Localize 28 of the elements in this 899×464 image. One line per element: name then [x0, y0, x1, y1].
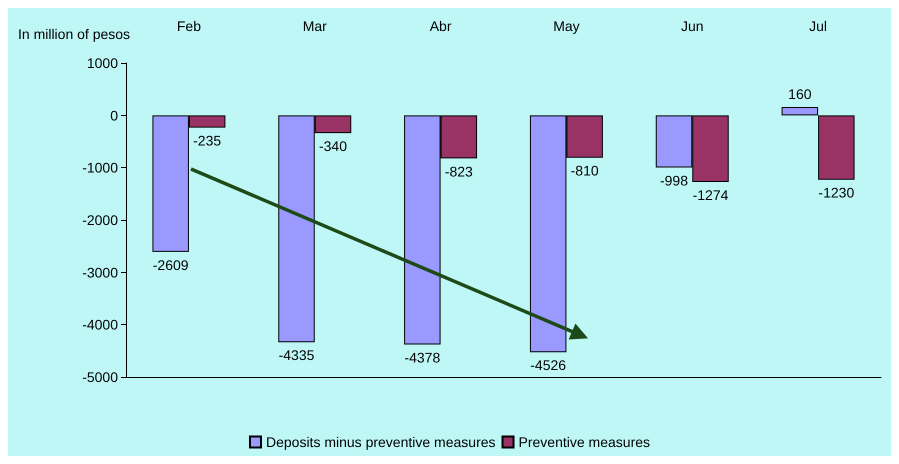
data-label: -4378	[404, 349, 440, 366]
data-label: -810	[570, 162, 599, 179]
x-tick-label: Mar	[302, 18, 328, 34]
data-label: -823	[444, 163, 474, 180]
legend-label: Deposits minus preventive measures	[266, 434, 496, 450]
y-tick-label: 0	[110, 107, 118, 124]
y-tick-label: -2000	[82, 212, 118, 228]
y-tick-label: -5000	[82, 369, 118, 385]
x-tick-label: May	[553, 18, 580, 34]
data-label: -340	[318, 138, 348, 154]
y-tick-label: -3000	[82, 264, 118, 280]
data-label: -1230	[818, 184, 854, 201]
y-axis-title: In million of pesos	[18, 26, 130, 42]
data-label: -235	[193, 132, 222, 149]
y-tick-label: -4000	[82, 316, 118, 333]
data-label: -4526	[530, 357, 566, 374]
x-tick-label: Jun	[680, 18, 704, 34]
x-tick-label: Feb	[176, 18, 202, 34]
y-tick-label: -1000	[82, 160, 118, 176]
data-label: -2609	[152, 256, 189, 273]
data-label: -998	[660, 172, 688, 189]
legend-label: Preventive measures	[518, 434, 650, 450]
data-label: 160	[788, 86, 812, 102]
x-tick-label: Jul	[809, 18, 828, 34]
x-tick-label: Abr	[430, 18, 452, 34]
y-tick-label: 1000	[86, 55, 118, 71]
data-label: -4335	[278, 347, 315, 364]
data-label: -1274	[692, 187, 729, 204]
